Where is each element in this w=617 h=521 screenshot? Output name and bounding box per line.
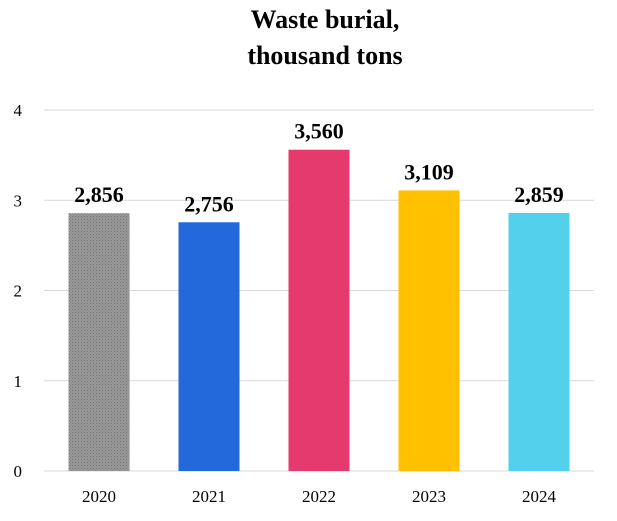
bar-2021 bbox=[178, 222, 240, 471]
data-label-2023: 3,109 bbox=[404, 159, 454, 184]
data-label-2022: 3,560 bbox=[294, 119, 344, 144]
y-tick-label: 0 bbox=[14, 462, 23, 481]
bar-2024 bbox=[508, 212, 570, 471]
y-tick-label: 2 bbox=[14, 282, 23, 301]
x-tick-label-2021: 2021 bbox=[192, 487, 226, 506]
data-label-2020: 2,856 bbox=[74, 182, 124, 207]
x-tick-label-2024: 2024 bbox=[522, 487, 557, 506]
bar-2023 bbox=[398, 190, 460, 471]
chart-title-line-1: Waste burial, bbox=[251, 5, 400, 34]
x-tick-label-2022: 2022 bbox=[302, 487, 336, 506]
data-label-2021: 2,756 bbox=[184, 191, 234, 216]
y-tick-label: 3 bbox=[14, 191, 23, 210]
x-tick-label-2023: 2023 bbox=[412, 487, 446, 506]
bar-2022 bbox=[288, 149, 350, 471]
y-tick-label: 4 bbox=[14, 101, 23, 120]
x-axis-ticks: 2020 2021 2022 2023 2024 bbox=[82, 487, 557, 506]
y-axis-ticks: 0 1 2 3 4 bbox=[14, 101, 23, 481]
bar-2020 bbox=[68, 213, 130, 471]
chart-title-line-2: thousand tons bbox=[247, 41, 402, 70]
data-labels: 2,856 2,756 3,560 3,109 2,859 bbox=[74, 119, 564, 217]
data-label-2024: 2,859 bbox=[514, 182, 564, 207]
y-tick-label: 1 bbox=[14, 372, 23, 391]
x-tick-label-2020: 2020 bbox=[82, 487, 116, 506]
bars bbox=[68, 149, 570, 471]
